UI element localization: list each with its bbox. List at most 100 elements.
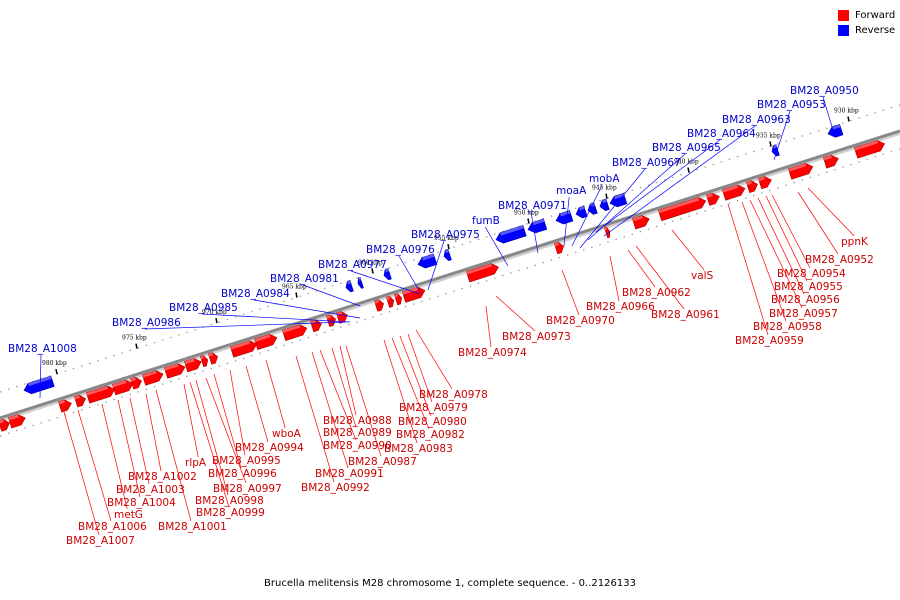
tick-mark [527,218,530,224]
forward-gene [73,394,86,408]
legend-item-forward: Forward [838,8,895,23]
gene-highlight [230,340,251,350]
forward-gene-shape [199,355,209,368]
tick-label: 945 kbp [592,185,617,192]
reverse-leader-line [822,96,834,131]
forward-leader-line [399,335,432,417]
tick-label: 935 kbp [756,132,781,139]
tick-label: 955 kbp [434,235,459,242]
tick-label: 930 kbp [834,107,859,114]
gene-highlight [773,144,777,149]
reverse-gene-label: BM28_A0964 [687,128,756,140]
forward-gene [721,184,746,201]
gene-highlight [658,197,700,214]
gene-highlight [374,299,380,304]
forward-leader-line [749,199,803,309]
forward-gene-label: BM28_A1001 [158,521,227,533]
gene-highlight [422,253,435,261]
forward-gene-label: BM28_A0987 [348,456,417,468]
reverse-gene [771,144,780,157]
forward-gene-label: metG [114,509,143,521]
gene-highlight [200,355,205,360]
gene-highlight [0,419,5,424]
forward-leader-line [339,345,357,416]
tick-label: 980 kbp [42,360,67,367]
forward-gene [787,162,814,180]
reverse-gene [495,225,527,244]
tick-mark [215,317,218,324]
gene-highlight [28,375,52,387]
forward-leader-line [229,369,246,456]
forward-gene [757,176,772,190]
reverse-gene [443,248,452,262]
forward-gene-label: BM28_A0952 [805,254,874,266]
forward-gene-label: BM28_A1002 [128,471,197,483]
forward-gene-shape [603,226,611,239]
forward-gene [253,333,278,350]
forward-gene-label: BM28_A0982 [396,429,465,441]
reverse-leader-line [253,299,361,319]
reverse-gene [23,375,55,395]
forward-gene-label: BM28_A0973 [502,331,571,343]
forward-leader-line [391,337,430,430]
reverse-gene [827,123,844,138]
forward-gene-shape [207,352,218,365]
tick-label: 970 kbp [202,309,227,316]
reverse-gene-label: moaA [556,185,587,197]
gene-highlight [614,193,625,200]
forward-gene-shape [141,370,164,386]
forward-gene-label: BM28_A0991 [315,468,384,480]
tick-mark [605,193,608,199]
forward-gene-shape [657,197,707,222]
gene-highlight [142,370,157,378]
forward-gene [129,376,142,390]
forward-gene-shape [73,394,86,408]
reverse-gene-shape [345,280,354,293]
legend-label-forward: Forward [855,10,896,21]
reverse-gene-shape [23,375,55,395]
reverse-gene-shape [827,123,844,138]
reverse-swatch [838,25,849,36]
forward-gene-label: rlpA [185,457,207,469]
forward-gene-shape [129,376,142,390]
gene-highlight [358,277,362,281]
forward-gene [553,241,564,255]
forward-gene-shape [163,363,186,379]
forward-gene-label: BM28_A0994 [235,442,304,454]
forward-leader-line [609,255,620,302]
reverse-gene-shape [599,198,610,211]
reverse-gene-shape [771,144,780,157]
gene-highlight [86,386,109,396]
tick-label: 965 kbp [282,284,307,291]
forward-gene [631,215,650,230]
forward-leader-line [145,393,162,472]
gene-highlight [532,218,545,226]
forward-gene-shape [183,358,202,373]
tick-label: 975 kbp [122,335,147,342]
reverse-gene [575,205,588,219]
forward-gene [0,418,10,432]
forward-gene [57,399,72,413]
forward-gene [373,299,384,312]
forward-gene [85,385,116,404]
gene-highlight [347,280,351,285]
reverse-gene-label: BM28_A0985 [169,302,238,314]
reverse-gene-label: BM28_A0950 [790,85,859,97]
reverse-gene-shape [357,276,364,289]
gene-highlight [554,242,560,247]
forward-gene-label: BM28_A0983 [384,443,453,455]
reverse-gene-label: BM28_A0984 [221,288,290,300]
gene-highlight [854,140,879,151]
forward-gene-label: BM28_A0956 [771,294,840,306]
forward-gene-shape [385,295,395,308]
forward-gene-label: BM28_A0997 [213,483,282,495]
gene-highlight [500,225,524,236]
forward-gene-label: BM28_A0980 [398,416,467,428]
forward-leader-line [311,351,349,469]
forward-gene-shape [373,299,384,312]
forward-gene-label: BM28_A0970 [546,315,615,327]
forward-gene-shape [229,340,258,358]
gene-highlight [706,193,713,198]
forward-gene-shape [393,293,403,306]
reverse-track-guide [0,104,900,393]
